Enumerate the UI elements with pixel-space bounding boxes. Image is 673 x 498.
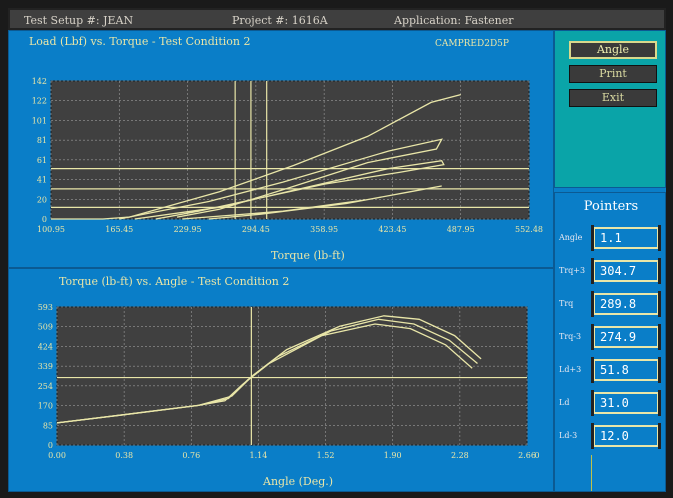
y-tick-label: 254 [38,382,53,391]
pointer-label: Ld [559,398,570,407]
pointer-ld-value[interactable]: 31.0 [591,390,661,416]
torque-chart-title: Torque (lb-ft) vs. Angle - Test Conditio… [59,275,290,288]
pointer-trq-plus-value[interactable]: 304.7 [591,258,661,284]
load-vs-torque-panel: Load (Lbf) vs. Torque - Test Condition 2… [8,30,554,268]
pointers-panel: Pointers Angle 1.1 Trq+3 304.7 Trq 289.8… [554,192,666,492]
y-tick-label: 81 [37,136,47,145]
torque-vs-angle-panel: Torque (lb-ft) vs. Angle - Test Conditio… [8,268,554,492]
y-tick-label: 339 [38,362,53,371]
y-tick-label: 142 [32,77,47,86]
torque-chart-xlabel: Angle (Deg.) [263,475,334,488]
pointer-trq-value[interactable]: 289.8 [591,291,661,317]
pointer-row-trq: Trq 289.8 [559,291,663,317]
x-tick-label: 358.95 [310,225,338,234]
series-line-1 [51,93,461,220]
x-tick-label: 0.38 [115,451,133,460]
y-tick-label: 424 [38,342,53,351]
x-tick-label: 423.45 [378,225,406,234]
load-chart-title: Load (Lbf) vs. Torque - Test Condition 2 [29,35,251,48]
angle-button[interactable]: Angle [569,41,657,59]
series-line-4 [182,185,442,220]
x-tick-label: 0.00 [48,451,66,460]
pointer-row-trq-plus: Trq+3 304.7 [559,258,663,284]
y-tick-label: 0 [42,215,47,224]
print-button[interactable]: Print [569,65,657,83]
y-tick-label: 20 [37,195,47,204]
x-tick-label: 1.90 [384,451,402,460]
plot-area [50,80,530,220]
pointer-row-angle: Angle 1.1 [559,225,663,251]
y-tick-label: 101 [32,116,47,125]
x-tick-label: 2.28 [451,451,469,460]
pointer-row-ld: Ld 31.0 [559,390,663,416]
pointer-trq-minus-value[interactable]: 274.9 [591,324,661,350]
series-line-3 [134,159,445,220]
button-panel: Angle Print Exit [554,30,666,188]
pointer-row-ld-plus: Ld+3 51.8 [559,357,663,383]
header-background [10,10,664,28]
pointer-label: Trq-3 [559,332,582,341]
pointer-label: Ld-3 [559,431,578,440]
y-tick-label: 0 [48,441,53,450]
y-tick-label: 122 [32,97,47,106]
pointer-row-ld-minus: Ld-3 12.0 [559,423,663,449]
project-label: Project #: 1616A [232,14,328,27]
pointer-label: Angle [559,233,583,242]
load-chart-annotation: CAMPRED2D5P [435,39,509,49]
x-tick-label: 1.14 [250,451,268,460]
y-tick-label: 170 [38,402,53,411]
pointers-title: Pointers [583,199,639,214]
header-bar: Test Setup #: JEAN Project #: 1616A Appl… [8,8,666,30]
load-chart-xlabel: Torque (lb-ft) [271,249,345,262]
pointer-label: Ld+3 [559,365,582,374]
y-tick-label: 61 [37,156,47,165]
pointer-label: Trq [559,299,574,308]
x-tick-label: 165.45 [105,225,133,234]
test-setup-label: Test Setup #: JEAN [24,14,134,27]
x-tick-label: 487.95 [447,225,475,234]
y-tick-label: 593 [38,303,53,312]
y-tick-label: 41 [37,176,47,185]
x-tick-label: 100.95 [37,225,65,234]
pointer-ld-plus-value[interactable]: 51.8 [591,357,661,383]
pointer-angle-value[interactable]: 1.1 [591,225,661,251]
sidebar: Angle Print Exit Pointers Angle 1.1 Trq+… [554,30,666,492]
y-tick-label: 85 [43,421,53,430]
x-tick-label: 1.52 [317,451,335,460]
app-window: Test Setup #: JEAN Project #: 1616A Appl… [8,8,666,492]
series-line-3 [56,315,482,424]
x-tick-label: 294.45 [242,225,270,234]
pointer-row-trq-minus: Trq-3 274.9 [559,324,663,350]
x-tick-label: 552.48 [515,225,543,234]
pointer-cursor-line [591,455,592,491]
application-label: Application: Fastener [394,14,514,27]
x-tick-label: 0.76 [182,451,200,460]
plot-area [56,306,528,446]
x-tick-label: 2.66 [518,451,536,460]
y-tick-label: 509 [38,323,53,332]
pointer-label: Trq+3 [559,266,586,275]
x-tick-label: 229.95 [174,225,202,234]
pointer-ld-minus-value[interactable]: 12.0 [591,423,661,449]
x-tick-label-extra: 0 [534,451,539,460]
exit-button[interactable]: Exit [569,89,657,107]
